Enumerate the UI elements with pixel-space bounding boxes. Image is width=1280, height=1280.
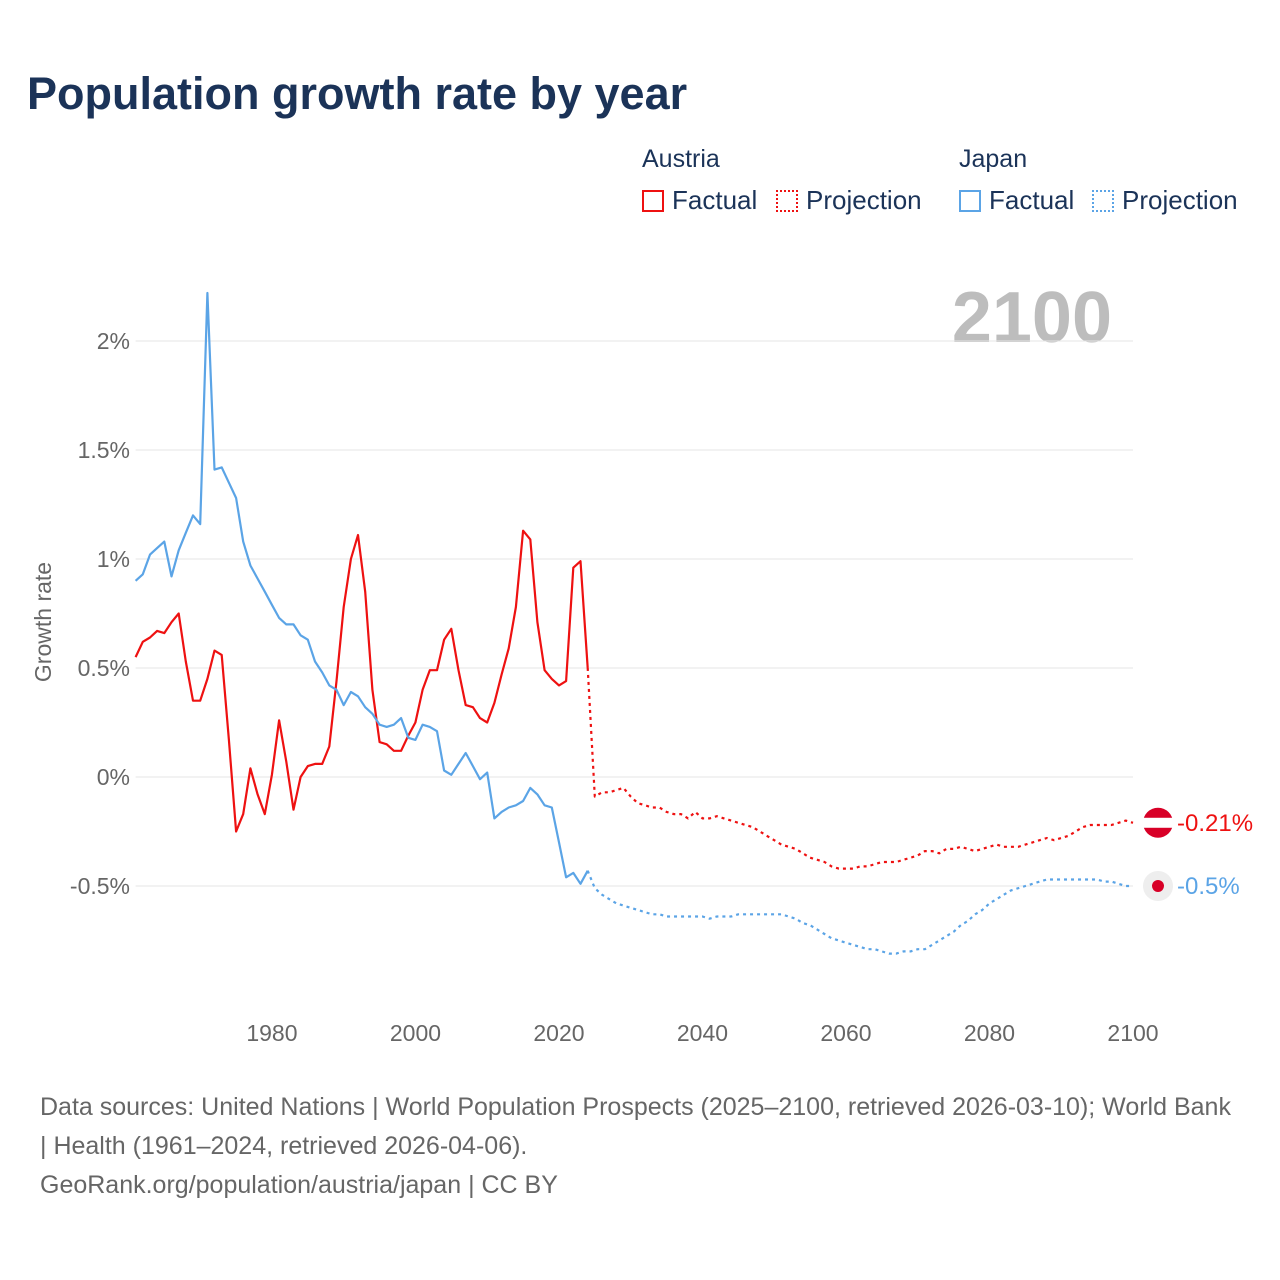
chart-title: Population growth rate by year [27, 68, 688, 119]
legend-swatch-solid [959, 189, 981, 212]
line-chart: 2100 Growth rate 2% 1.5% 1% 0.5% 0% -0.5% 1980… [30, 278, 1253, 1046]
legend-label: Factual [989, 185, 1075, 215]
y-tick-label: 0.5% [78, 655, 130, 681]
legend-swatch-dotted [776, 189, 798, 212]
attribution-link[interactable]: GeoRank.org/population/austria/japan | C… [40, 1171, 558, 1199]
x-tick-label: 1980 [246, 1020, 297, 1046]
y-tick-label: 1% [97, 546, 130, 572]
data-sources: Data sources: United Nations | World Pop… [40, 1093, 1231, 1160]
series-line-japan-projection [586, 870, 1133, 955]
y-axis-label: Growth rate [30, 562, 56, 682]
austria-flag-stripe [1143, 817, 1173, 828]
y-tick-label: 1.5% [78, 437, 130, 463]
end-marker-japan: -0.5% [1143, 871, 1240, 901]
x-tick-label: 2020 [533, 1020, 584, 1046]
legend-swatch-solid [642, 189, 664, 212]
series-line-austria-factual [134, 529, 589, 833]
x-tick-label: 2100 [1107, 1020, 1158, 1046]
legend-japan-projection[interactable]: Projection [1092, 185, 1238, 216]
y-tick-label: 2% [97, 328, 130, 354]
legend-label: Projection [1122, 185, 1238, 215]
end-value-label: -0.21% [1177, 810, 1253, 837]
end-value-label: -0.5% [1177, 873, 1240, 900]
x-tick-label: 2060 [820, 1020, 871, 1046]
y-tick-label: 0% [97, 764, 130, 790]
end-marker-austria: -0.21% [1143, 807, 1253, 838]
legend-japan-factual[interactable]: Factual [959, 185, 1074, 216]
japan-flag-dot [1152, 880, 1164, 892]
legend-label: Factual [672, 185, 758, 215]
legend-swatch-dotted [1092, 189, 1114, 212]
footer: Data sources: United Nations | World Pop… [40, 1088, 1240, 1205]
series-line-japan-factual [134, 291, 589, 885]
x-tick-label: 2040 [677, 1020, 728, 1046]
x-tick-label: 2080 [964, 1020, 1015, 1046]
y-tick-label: -0.5% [70, 873, 130, 899]
year-overlay: 2100 [952, 278, 1112, 358]
x-tick-label: 2000 [390, 1020, 441, 1046]
legend-austria-factual[interactable]: Factual [642, 185, 757, 216]
legend-austria-projection[interactable]: Projection [776, 185, 922, 216]
series-line-austria-projection [586, 667, 1134, 870]
legend-austria-title: Austria [642, 145, 720, 173]
legend-label: Projection [806, 185, 922, 215]
legend-japan-title: Japan [959, 145, 1028, 173]
